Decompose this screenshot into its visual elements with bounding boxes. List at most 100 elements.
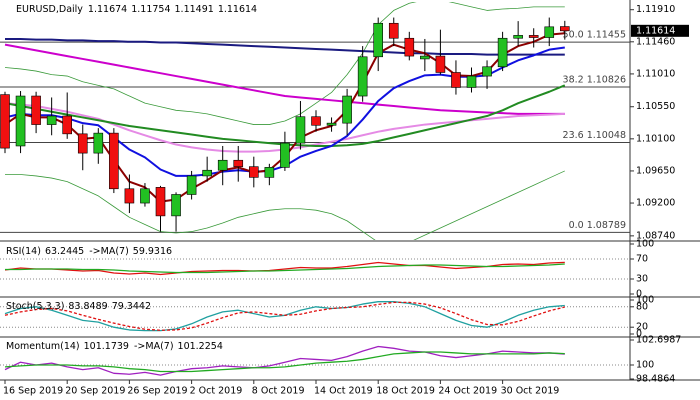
y-tick-label: 102.6987	[636, 335, 681, 346]
candle-body	[311, 116, 321, 126]
y-tick-label: 1.11460	[636, 36, 675, 47]
y-tick-label: 70	[636, 254, 648, 265]
indicator-header: Stoch(5,3,3) 83.8489 79.3442	[6, 301, 151, 312]
series-name: RSI(14)	[6, 246, 41, 257]
x-tick-label: 24 Oct 2019	[438, 386, 497, 397]
close-value: 1.11614	[218, 4, 257, 15]
x-tick-label: 8 Oct 2019	[252, 386, 305, 397]
high-value: 1.11754	[131, 4, 170, 15]
candle-body	[46, 115, 57, 125]
y-tick-label: 80	[636, 301, 648, 312]
series-line	[4, 345, 565, 376]
y-tick-label: 30	[636, 274, 648, 285]
candle-body	[217, 159, 228, 171]
candle-body	[373, 22, 384, 58]
plot-layer: 1.08740 1.09200 1.09650 1.10100 1.10550 1.110…	[0, 2, 689, 397]
candle-body	[295, 116, 306, 144]
candle-body	[404, 37, 415, 57]
indicator-header: RSI(14) 63.2445 ->MA(7) 59.9316	[6, 246, 172, 257]
series-group	[4, 345, 565, 376]
y-tick-label: 100	[636, 359, 654, 370]
y-tick-label: 100	[636, 295, 654, 306]
candle-body	[497, 37, 508, 68]
candle-body	[513, 35, 523, 39]
x-tick-label: 20 Sep 2019	[65, 386, 125, 397]
series-line	[5, 263, 565, 274]
series-name: ->MA(7)	[134, 341, 174, 352]
fib-label: 38.2 1.10826	[563, 75, 626, 86]
candle-body	[466, 75, 477, 88]
y-tick-label: 1.11910	[636, 4, 675, 15]
fib-label: 23.6 1.10048	[563, 130, 626, 141]
candle-body	[342, 95, 352, 124]
series-name: Momentum(14)	[6, 341, 80, 352]
series-line	[5, 37, 565, 56]
candle-body	[420, 55, 430, 60]
low-value: 1.11491	[175, 4, 214, 15]
series-line	[4, 43, 565, 115]
candle-body	[62, 115, 73, 135]
y-tick-label: 20	[636, 322, 648, 333]
x-tick-label: 16 Sep 2019	[3, 386, 63, 397]
candle-body	[93, 132, 104, 154]
series-value: 83.8489	[68, 301, 107, 312]
y-tick-label: 1.09650	[636, 165, 675, 176]
series-line	[4, 301, 565, 331]
y-tick-label: 1.09200	[636, 198, 675, 209]
series-name: ->MA(7)	[89, 246, 129, 257]
chart-header: EURUSD,Daily 1.11674 1.11754 1.11491 1.11614	[16, 4, 257, 15]
y-tick-label: 100	[636, 239, 654, 250]
open-value: 1.11674	[88, 4, 127, 15]
candle-body	[326, 122, 337, 126]
candle-body	[249, 166, 259, 178]
x-tick-label: 14 Oct 2019	[314, 386, 373, 397]
candle-body	[202, 169, 212, 177]
series-value: 59.9316	[133, 246, 172, 257]
candle-body	[544, 26, 555, 38]
y-tick-label: 1.11010	[636, 68, 675, 79]
candle-body	[233, 159, 244, 167]
fib-label: 50.0 1.11455	[563, 30, 626, 41]
candle-body	[482, 66, 492, 77]
price-tag	[631, 24, 689, 37]
series-line	[4, 351, 565, 373]
series-value: 79.3442	[112, 301, 151, 312]
candle-body	[559, 26, 570, 32]
candle-body	[280, 142, 290, 168]
indicator-header: Momentum(14) 101.1739 ->MA(7) 101.2254	[6, 341, 223, 352]
candle-body	[357, 56, 368, 97]
candle-body	[388, 22, 399, 39]
series-line	[5, 170, 565, 240]
y-tick-label: 98.4864	[636, 374, 675, 385]
candle-body	[171, 194, 181, 217]
candle-body	[435, 55, 446, 73]
y-tick-label: 0	[636, 329, 642, 340]
candle-body	[264, 167, 275, 178]
chart-title: EURUSD,Daily	[16, 4, 83, 15]
candle-body	[109, 132, 119, 190]
x-tick-label: 2 Oct 2019	[190, 386, 243, 397]
fib-label: 0.0 1.08789	[569, 220, 626, 231]
series-line	[4, 2, 565, 125]
x-tick-label: 18 Oct 2019	[376, 386, 435, 397]
candle-body	[155, 187, 166, 217]
x-tick-label: 26 Sep 2019	[127, 386, 187, 397]
candle-body	[0, 94, 10, 149]
y-tick-label: 1.08740	[636, 230, 675, 241]
candle-body	[140, 188, 150, 204]
y-tick-label: 1.10100	[636, 133, 675, 144]
series-value: 101.1739	[84, 341, 129, 352]
candle-body	[77, 133, 88, 154]
candle-body	[15, 95, 26, 147]
y-tick-label: 1.10550	[636, 101, 675, 112]
candle-body	[451, 72, 461, 88]
candle-body	[31, 95, 41, 125]
candle-body	[124, 188, 135, 204]
y-tick-label: 0	[636, 289, 642, 300]
x-tick-label: 30 Oct 2019	[501, 386, 560, 397]
candles	[0, 17, 570, 232]
series-name: Stoch(5,3,3)	[6, 301, 64, 312]
